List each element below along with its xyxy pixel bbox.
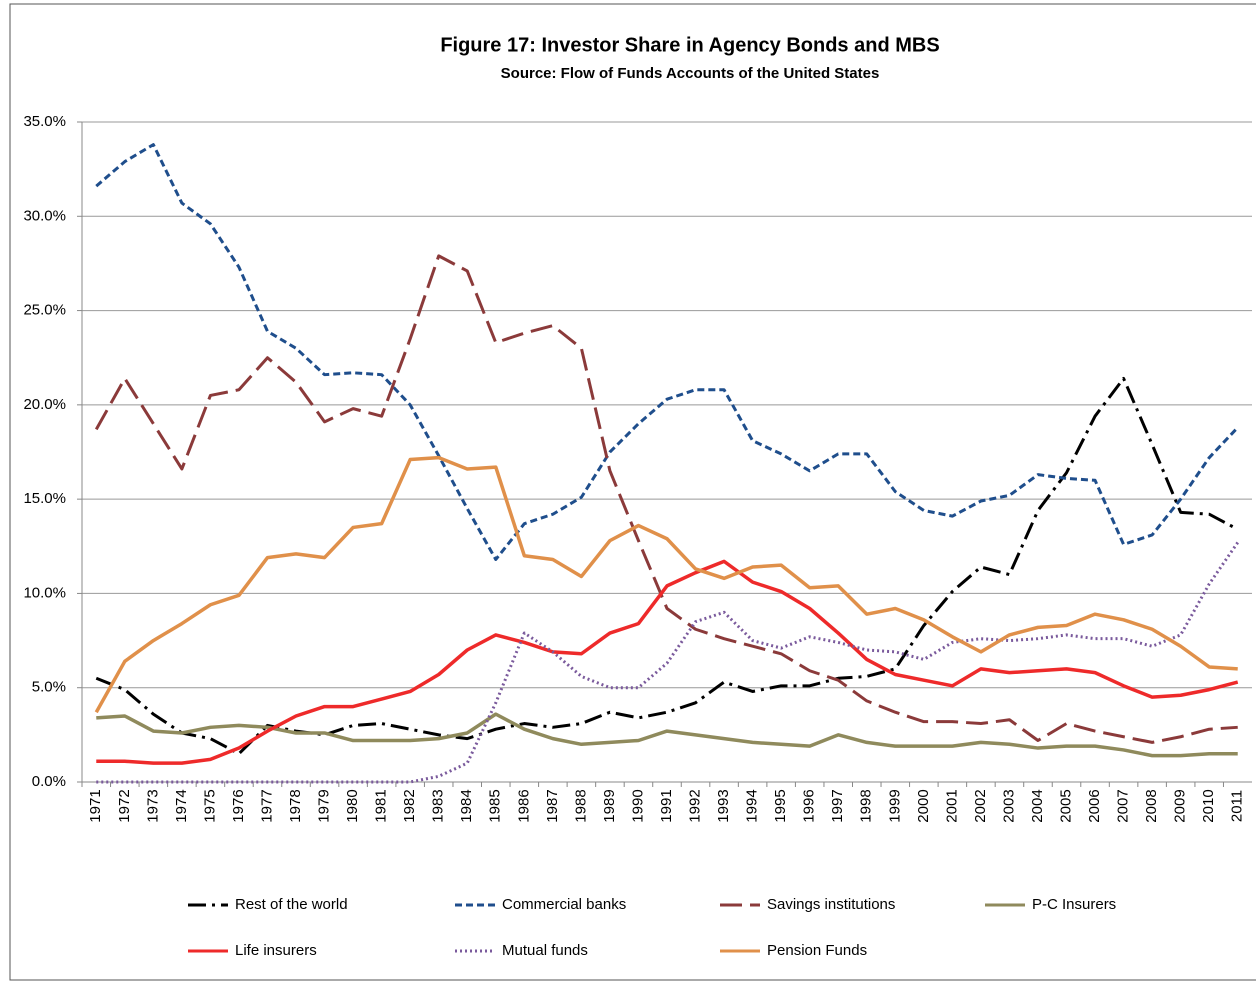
x-tick-label: 2006 xyxy=(1086,789,1103,822)
legend-label: Commercial banks xyxy=(502,896,626,913)
x-tick-label: 1980 xyxy=(344,789,361,822)
x-tick-label: 1977 xyxy=(258,789,275,822)
x-tick-label: 1987 xyxy=(544,789,561,822)
x-tick-label: 1988 xyxy=(572,789,589,822)
x-tick-label: 1985 xyxy=(487,789,504,822)
series-line xyxy=(95,376,1239,756)
x-tick-label: 2000 xyxy=(915,789,932,822)
chart-frame xyxy=(9,3,1256,981)
series-line xyxy=(94,455,1238,714)
x-tick-label: 1978 xyxy=(287,789,304,822)
y-tick-label: 30.0% xyxy=(23,207,66,224)
x-tick-label: 1971 xyxy=(87,789,104,822)
x-tick-label: 2003 xyxy=(1000,789,1017,822)
x-tick-label: 1996 xyxy=(801,789,818,822)
legend-label: Mutual funds xyxy=(502,942,588,959)
x-tick-label: 1992 xyxy=(687,789,704,822)
x-tick-label: 2004 xyxy=(1029,789,1046,822)
series-line xyxy=(96,712,1238,758)
x-tick-label: 1981 xyxy=(373,789,390,822)
series-line xyxy=(96,541,1239,784)
x-tick-label: 2001 xyxy=(943,789,960,822)
x-tick-label: 1972 xyxy=(116,789,133,822)
y-tick-label: 35.0% xyxy=(23,113,66,130)
x-tick-label: 2007 xyxy=(1115,789,1132,822)
series-line xyxy=(96,559,1239,765)
y-tick-label: 15.0% xyxy=(23,490,66,507)
legend-label: P-C Insurers xyxy=(1032,896,1116,913)
legend-label: Rest of the world xyxy=(235,896,348,913)
x-tick-label: 1998 xyxy=(858,789,875,822)
x-tick-label: 2011 xyxy=(1229,790,1246,822)
x-tick-label: 1983 xyxy=(430,789,447,822)
x-tick-label: 1999 xyxy=(886,789,903,822)
x-tick-label: 1984 xyxy=(458,789,475,822)
y-tick-label: 10.0% xyxy=(23,584,66,601)
series-line xyxy=(95,143,1239,561)
x-tick-label: 1990 xyxy=(629,789,646,822)
y-tick-label: 0.0% xyxy=(32,773,66,790)
series-line xyxy=(94,254,1238,744)
x-tick-label: 1986 xyxy=(515,789,532,822)
x-tick-label: 1991 xyxy=(658,789,675,822)
y-tick-label: 5.0% xyxy=(32,679,66,696)
y-tick-label: 25.0% xyxy=(23,302,66,319)
x-tick-label: 1974 xyxy=(173,789,190,822)
legend-label: Pension Funds xyxy=(767,942,867,959)
x-tick-label: 1973 xyxy=(144,789,161,822)
chart-subtitle: Source: Flow of Funds Accounts of the Un… xyxy=(501,65,880,82)
x-tick-label: 1982 xyxy=(401,789,418,822)
x-tick-label: 2002 xyxy=(972,789,989,822)
chart-title: Figure 17: Investor Share in Agency Bond… xyxy=(440,34,939,56)
x-tick-label: 1976 xyxy=(230,789,247,822)
x-tick-label: 2005 xyxy=(1057,789,1074,822)
y-tick-label: 20.0% xyxy=(23,396,66,413)
x-tick-label: 1989 xyxy=(601,789,618,822)
x-tick-label: 1993 xyxy=(715,789,732,822)
legend-label: Savings institutions xyxy=(767,896,895,913)
legend-label: Life insurers xyxy=(235,942,317,959)
x-tick-label: 1994 xyxy=(744,789,761,822)
x-tick-label: 2008 xyxy=(1143,789,1160,822)
x-tick-label: 1975 xyxy=(201,789,218,822)
x-tick-label: 1995 xyxy=(772,789,789,822)
x-tick-label: 1997 xyxy=(829,789,846,822)
x-tick-label: 2010 xyxy=(1200,789,1217,822)
x-tick-label: 1979 xyxy=(316,789,333,822)
x-tick-label: 2009 xyxy=(1172,789,1189,822)
